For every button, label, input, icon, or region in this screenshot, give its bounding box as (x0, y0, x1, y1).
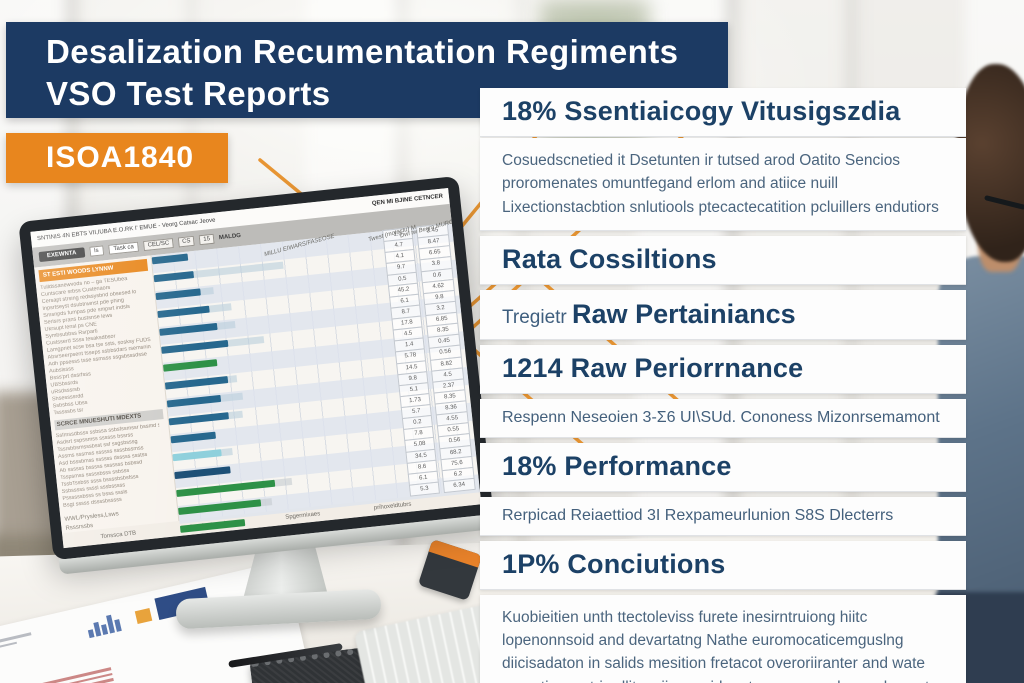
paper-mini-bar-chart (85, 609, 122, 639)
chart-bar-tail (200, 287, 215, 296)
section-heading: 18% Ssentiaicogy Vitusigszdia (502, 96, 901, 126)
section-mixed: Tregietr Raw Pertainiancs (502, 299, 944, 330)
section-text: Kuobieitien unth ttectoleviss furete ine… (502, 608, 941, 683)
section-heading: 18% Performance (502, 450, 732, 481)
toolbar-button[interactable]: EXEWNTA (38, 247, 85, 263)
chart-bar (172, 449, 223, 462)
chart-bar (155, 288, 201, 301)
section-text: Rerpicad Reiaettiod 3I Rexpameurlunion S… (502, 506, 894, 524)
chart-bar (174, 466, 231, 480)
chart-bar (153, 271, 195, 283)
chart-bar (162, 359, 218, 372)
chart-bar (166, 394, 221, 408)
chart-bar-tail (227, 336, 265, 347)
section-text: Respenn Neseoien 3-Σ6 UI\SUd. Cononess M… (502, 408, 940, 426)
monitor-bezel: SNTINIS 4N EBTS VII,IUBA E.O.RK I' EMUE … (18, 175, 494, 561)
spreadsheet-screen: SNTINIS 4N EBTS VII,IUBA E.O.RK I' EMUE … (30, 187, 482, 549)
spreadsheet-body: ST ESTI WOODS LYNNW Tulldssanewvods no –… (34, 219, 482, 549)
panel-card-line: Respenn Neseoien 3-Σ6 UI\SUd. Cononess M… (480, 398, 966, 438)
panel-card-heading: 1214 Raw Periorrnance (480, 344, 966, 394)
panel-card-heading: 18% Ssentiaicogy Vitusigszdia (480, 88, 966, 137)
bar-chart-area: MILLU EIWARS/FASEOSE Twest (motestu) M D… (151, 219, 482, 549)
chart-bar (157, 305, 210, 319)
toolbar-box-2[interactable]: CS (177, 235, 196, 248)
panel-card-mixed: Tregietr Raw Pertainiancs (480, 289, 966, 340)
section-heading: 1214 Raw Periorrnance (502, 352, 804, 383)
panel-card-heading: 1P% Conciutions (480, 540, 966, 590)
section-text: Cosuedscnetied it Dsetunten ir tutsed ar… (502, 152, 939, 216)
section-prefix: Tregietr (502, 306, 573, 328)
section-heading: Rata Cossiltions (502, 243, 717, 274)
info-panel: 18% Ssentiaicogy Vitusigszdia Cosuedscnet… (480, 88, 966, 683)
toolbar-box-3[interactable]: 15 (198, 233, 215, 246)
chart-bar (170, 431, 216, 444)
section-heading: 1P% Conciutions (502, 548, 726, 579)
section-heading: Raw Pertainiancs (572, 298, 796, 329)
paper-pink-text-block (0, 664, 117, 683)
panel-card-line: Rerpicad Reiaettiod 3I Rexpameurlunion S… (480, 496, 966, 536)
legend-item: Tonssca DTB (100, 529, 137, 540)
banner-title-line-1: Desalization Recumentation Regiments (46, 33, 679, 70)
paper-orange-block (134, 607, 153, 625)
chart-bar-tail (227, 375, 237, 384)
panel-card-paragraph: Kuobieitien unth ttectoleviss furete ine… (480, 594, 966, 683)
chart-bar-tail (217, 320, 236, 330)
toolbar-field-2[interactable]: Task ca (108, 241, 140, 255)
chart-bar-tail (208, 303, 232, 313)
chart-bar-tail (228, 410, 243, 420)
row-label-group-2: Ssfmssdbsss ssbssa ssbsfssmssr bssmd ssa… (56, 422, 176, 510)
panel-card-heading: 18% Performance (480, 442, 966, 492)
chart-bar-tail (221, 447, 234, 457)
panel-card-paragraph: Cosuedscnetied it Dsetunten ir tutsed ar… (480, 138, 966, 231)
chart-bar-tail (260, 498, 273, 507)
paper-text-line (0, 641, 18, 654)
panel-card-heading: Rata Cossiltions (480, 235, 966, 285)
toolbar-box-1[interactable]: CEL/SC (143, 238, 174, 252)
monitor: SNTINIS 4N EBTS VII,IUBA E.O.RK I' EMUE … (18, 175, 495, 582)
banner-title-line-2: VSO Test Reports (46, 74, 331, 112)
chart-bar-tail (274, 477, 293, 487)
row-label-group-1: Tulldssanewvods no – ga TESUbea Cuntscare… (40, 273, 166, 417)
toolbar-field-1[interactable]: ls (88, 245, 105, 257)
toolbar-label: MALDG (218, 232, 242, 242)
chart-bar (151, 253, 189, 265)
iso-badge: ISOA1840 (6, 133, 228, 183)
title-banner: Desalization Recumentation Regiments VSO… (6, 22, 728, 118)
chart-bar-tail (220, 392, 244, 402)
